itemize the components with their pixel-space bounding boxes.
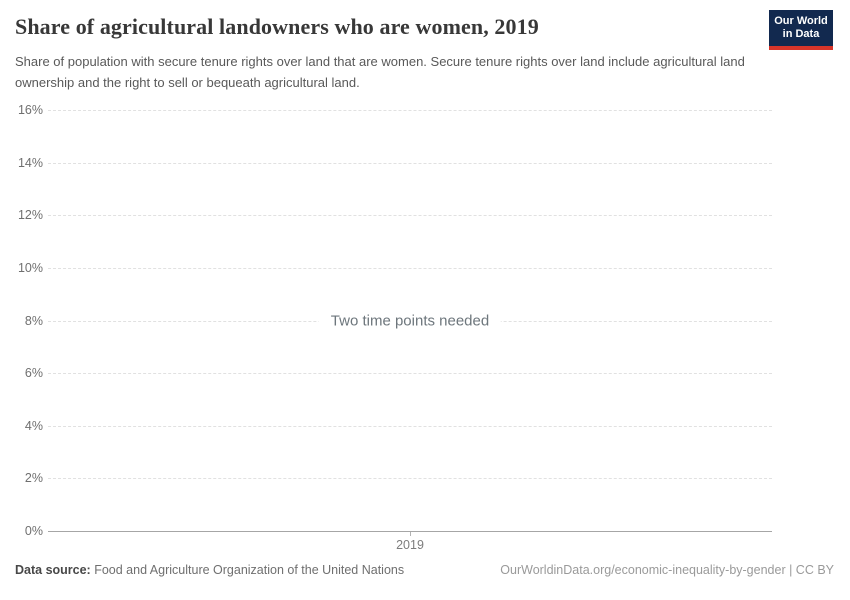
no-data-message: Two time points needed: [318, 309, 502, 333]
x-axis-line: [48, 531, 772, 532]
y-gridline: [48, 373, 772, 375]
owid-logo: Our World in Data: [769, 10, 833, 50]
y-tick-label: 10%: [17, 260, 43, 275]
owid-logo-line1: Our World: [774, 15, 828, 27]
data-source: Data source: Food and Agriculture Organi…: [15, 563, 404, 577]
y-gridline: [48, 215, 772, 217]
y-tick-label: 16%: [17, 103, 43, 117]
data-source-value: Food and Agriculture Organization of the…: [90, 563, 405, 577]
y-tick-label: 14%: [17, 155, 43, 170]
y-tick-label: 12%: [17, 208, 43, 223]
data-source-label: Data source:: [15, 563, 91, 577]
owid-logo-line2: in Data: [782, 28, 820, 40]
y-gridline: [48, 267, 772, 269]
chart-title: Share of agricultural landowners who are…: [15, 14, 539, 39]
x-tick-mark: [410, 532, 411, 536]
y-gridline: [48, 425, 772, 427]
x-tick-label: 2019: [396, 538, 424, 552]
chart-subtitle: Share of population with secure tenure r…: [15, 54, 745, 90]
y-gridline: [48, 162, 772, 164]
y-tick-label: 0%: [24, 524, 43, 538]
chart-footer: Data source: Food and Agriculture Organi…: [15, 563, 834, 577]
y-tick-label: 6%: [24, 366, 43, 381]
y-tick-label: 8%: [24, 313, 43, 328]
footer-credit-link[interactable]: OurWorldinData.org/economic-inequality-b…: [500, 563, 834, 577]
y-tick-label: 2%: [24, 471, 43, 486]
y-tick-label: 4%: [24, 418, 43, 433]
y-gridline: [48, 478, 772, 480]
y-gridline: [48, 110, 772, 111]
